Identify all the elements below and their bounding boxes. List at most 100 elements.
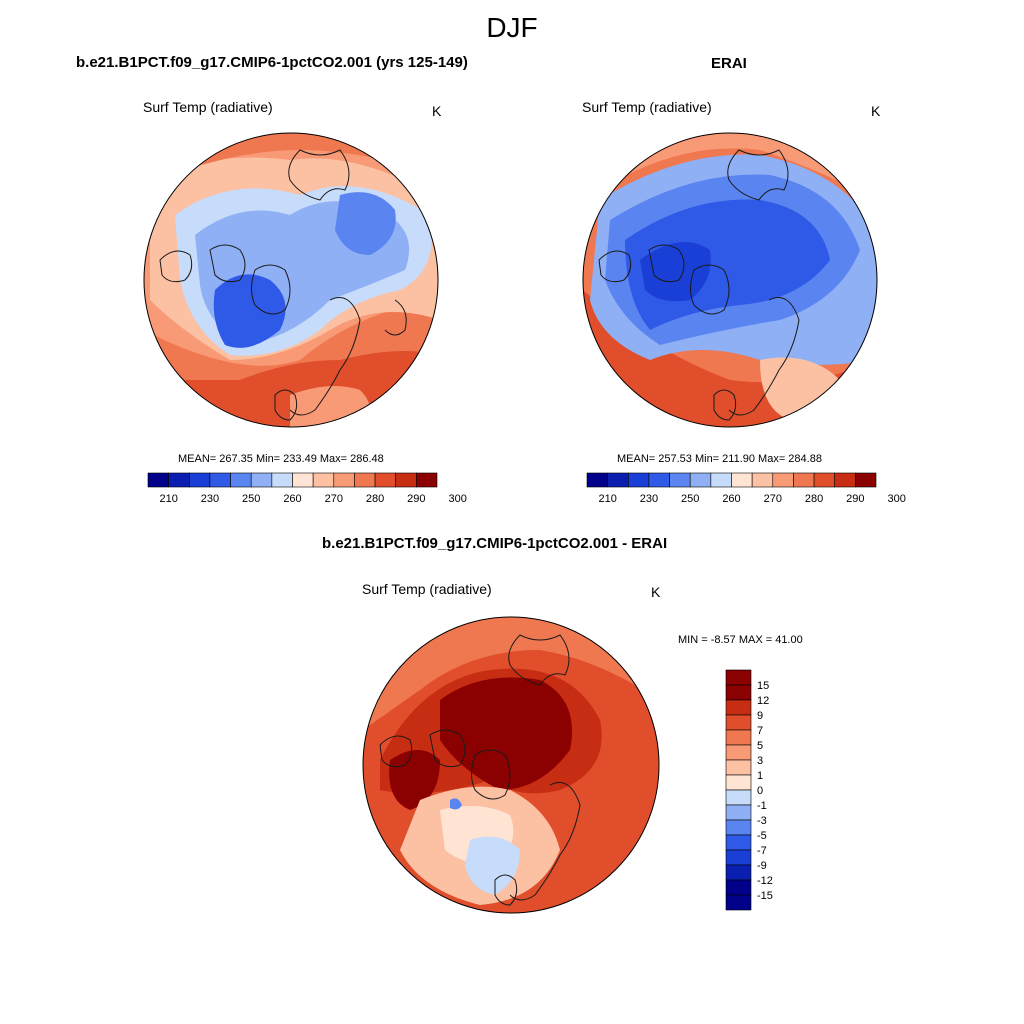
panel3-map-border xyxy=(362,616,660,914)
panel1-stats: MEAN= 267.35 Min= 233.49 Max= 286.48 xyxy=(178,453,384,465)
colorbar-swatch xyxy=(689,472,712,488)
colorbar-tick-label: -5 xyxy=(757,830,767,842)
colorbar-tick-label: 210 xyxy=(598,493,616,505)
colorbar-tick-label: 3 xyxy=(757,755,763,767)
panel1-colorbar: 210 230 250 260 270 280 290 300 xyxy=(147,472,467,505)
colorbar-swatch xyxy=(250,472,273,488)
colorbar-swatch xyxy=(271,472,293,488)
colorbar-tick-label: 250 xyxy=(242,493,260,505)
panel3-title: b.e21.B1PCT.f09_g17.CMIP6-1pctCO2.001 - … xyxy=(322,535,668,552)
p2-cold-core xyxy=(640,242,711,302)
colorbar-tick-label: 270 xyxy=(764,493,782,505)
colorbar-swatch xyxy=(416,472,438,488)
colorbar-swatch xyxy=(312,472,335,488)
colorbar-tick-label: 280 xyxy=(805,493,823,505)
panel3-map xyxy=(363,617,659,913)
colorbar-swatch xyxy=(725,744,752,761)
colorbar-swatch xyxy=(813,472,836,488)
panel2-variable: Surf Temp (radiative) xyxy=(582,99,712,115)
colorbar-swatch xyxy=(834,472,856,488)
panel1-coastlines xyxy=(159,149,407,421)
colorbar-swatch xyxy=(725,699,752,716)
colorbar-swatch xyxy=(648,472,670,488)
p3-north-band xyxy=(363,617,659,730)
panel2-units: K xyxy=(871,103,881,119)
p1-cold-core-1 xyxy=(213,274,286,348)
colorbar-tick-label: 280 xyxy=(366,493,384,505)
colorbar-swatch xyxy=(725,849,752,866)
colorbar-tick-label: -15 xyxy=(757,890,773,902)
panel2-colorbar: 210 230 250 260 270 280 290 300 xyxy=(586,472,906,505)
colorbar-swatch xyxy=(793,472,815,488)
panel1-title: b.e21.B1PCT.f09_g17.CMIP6-1pctCO2.001 (y… xyxy=(76,54,468,71)
colorbar-tick-label: 12 xyxy=(757,695,769,707)
colorbar-swatch xyxy=(395,472,417,488)
panel2-coastlines xyxy=(598,149,800,421)
colorbar-swatch xyxy=(725,864,752,881)
colorbar-swatch xyxy=(669,472,691,488)
panel3-colorbar: 15 12 9 7 5 3 1 0 -1 -3 -5 -7 -9 -12 -15 xyxy=(725,669,773,911)
colorbar-swatch xyxy=(725,759,752,776)
colorbar-tick-label: 270 xyxy=(325,493,343,505)
colorbar-tick-label: 290 xyxy=(846,493,864,505)
colorbar-tick-label: 0 xyxy=(757,785,763,797)
panel3-variable: Surf Temp (radiative) xyxy=(362,581,492,597)
colorbar-swatch xyxy=(627,472,650,488)
colorbar-swatch xyxy=(725,819,752,836)
colorbar-tick-label: 300 xyxy=(448,493,466,505)
colorbar-swatch xyxy=(725,789,752,806)
colorbar-tick-label: 230 xyxy=(201,493,219,505)
p1-europe-patch xyxy=(290,386,370,427)
colorbar-swatch xyxy=(751,472,774,488)
colorbar-tick-label: 7 xyxy=(757,725,763,737)
panel2-stats: MEAN= 257.53 Min= 211.90 Max= 284.88 xyxy=(617,453,822,465)
colorbar-swatch xyxy=(731,472,753,488)
colorbar-tick-label: 1 xyxy=(757,770,763,782)
colorbar-swatch xyxy=(607,472,629,488)
colorbar-swatch xyxy=(725,684,752,701)
colorbar-swatch xyxy=(725,714,752,731)
colorbar-swatch xyxy=(333,472,355,488)
colorbar-swatch xyxy=(188,472,211,488)
p1-cold-core-2 xyxy=(335,192,396,255)
colorbar-tick-label: -9 xyxy=(757,860,767,872)
p3-band-15b xyxy=(389,750,440,810)
panel2-map xyxy=(583,133,877,427)
colorbar-tick-label: 210 xyxy=(159,493,177,505)
panel2-title: ERAI xyxy=(711,55,747,72)
colorbar-swatch xyxy=(772,472,794,488)
colorbar-tick-label: 5 xyxy=(757,740,763,752)
colorbar-swatch xyxy=(230,472,252,488)
colorbar-swatch xyxy=(292,472,314,488)
panel2-map-border xyxy=(582,132,878,428)
colorbar-swatch xyxy=(147,472,169,488)
colorbar-swatch xyxy=(374,472,397,488)
colorbar-tick-label: 250 xyxy=(681,493,699,505)
colorbar-swatch xyxy=(354,472,376,488)
panel3-coastlines xyxy=(379,634,581,906)
colorbar-swatch xyxy=(725,879,752,896)
panel1-variable: Surf Temp (radiative) xyxy=(143,99,273,115)
colorbar-swatch xyxy=(725,894,752,911)
colorbar-swatch xyxy=(725,774,752,791)
colorbar-swatch xyxy=(855,472,877,488)
colorbar-tick-label: -12 xyxy=(757,875,773,887)
colorbar-tick-label: 15 xyxy=(757,680,769,692)
colorbar-swatch xyxy=(725,669,752,686)
colorbar-tick-label: 230 xyxy=(640,493,658,505)
figure-title: DJF xyxy=(486,12,538,43)
panel1-units: K xyxy=(432,103,442,119)
panel3-units: K xyxy=(651,584,661,600)
colorbar-swatch xyxy=(710,472,732,488)
colorbar-swatch xyxy=(725,804,752,821)
colorbar-swatch xyxy=(586,472,608,488)
panel1-map-border xyxy=(143,132,439,428)
p3-band-neg1 xyxy=(465,836,520,895)
colorbar-swatch xyxy=(209,472,231,488)
colorbar-tick-label: 260 xyxy=(722,493,740,505)
colorbar-swatch xyxy=(725,834,752,851)
colorbar-tick-label: -7 xyxy=(757,845,767,857)
colorbar-swatch xyxy=(725,729,752,746)
colorbar-tick-label: 9 xyxy=(757,710,763,722)
